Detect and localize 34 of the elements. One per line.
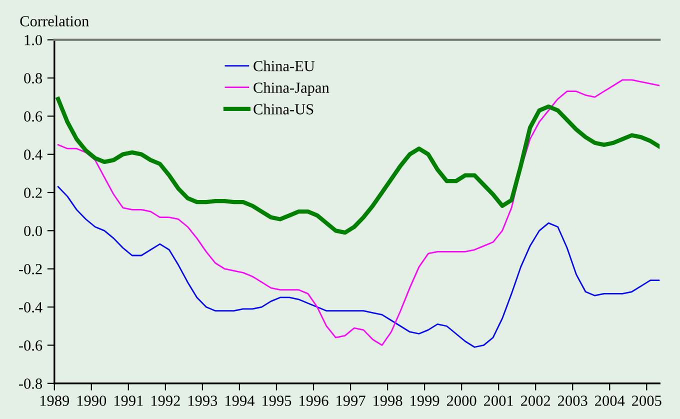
y-tick-label: 0.2	[24, 188, 42, 198]
x-tick-label: 2004	[595, 396, 625, 406]
x-tick-label: 1994	[226, 396, 255, 406]
x-tick-label: 2005	[632, 396, 662, 406]
x-tick-label: 2000	[446, 396, 476, 406]
x-tick-label: 1999	[410, 396, 440, 406]
line-series	[57, 186, 660, 348]
legend-label: China-US	[254, 104, 314, 114]
x-tick-label: 1991	[114, 396, 143, 406]
line-series	[57, 79, 660, 346]
y-tick-label: -0.8	[18, 378, 42, 389]
legend-label: China-EU	[254, 60, 315, 72]
x-tick-label: 1995	[262, 396, 292, 406]
y-tick-label: 1.0	[24, 34, 42, 46]
x-tick-label: 2002	[520, 396, 550, 406]
y-axis-title: Correlation	[20, 16, 89, 26]
x-tick-label: 1990	[77, 396, 106, 406]
line-series	[56, 96, 660, 235]
y-tick-label: -0.2	[18, 264, 42, 274]
x-tick-label: 1996	[300, 396, 328, 406]
y-tick-label: 0.6	[24, 111, 42, 122]
y-tick-label: 0.4	[24, 149, 42, 160]
x-tick-label: 1993	[188, 396, 218, 406]
legend-label: China-Japan	[254, 82, 330, 96]
y-tick-label: 0.8	[24, 73, 42, 84]
y-tick-label: -0.6	[18, 340, 42, 351]
x-tick-label: 1989	[40, 396, 70, 406]
x-tick-label: 1998	[374, 396, 402, 406]
x-tick-label: 1992	[152, 396, 180, 406]
x-tick-label: 1997	[336, 396, 366, 406]
y-tick-label: -0.4	[18, 302, 42, 313]
y-tick-label: 0.0	[24, 226, 42, 236]
x-tick-label: 2001	[484, 396, 513, 406]
x-tick-label: 2003	[558, 396, 588, 406]
